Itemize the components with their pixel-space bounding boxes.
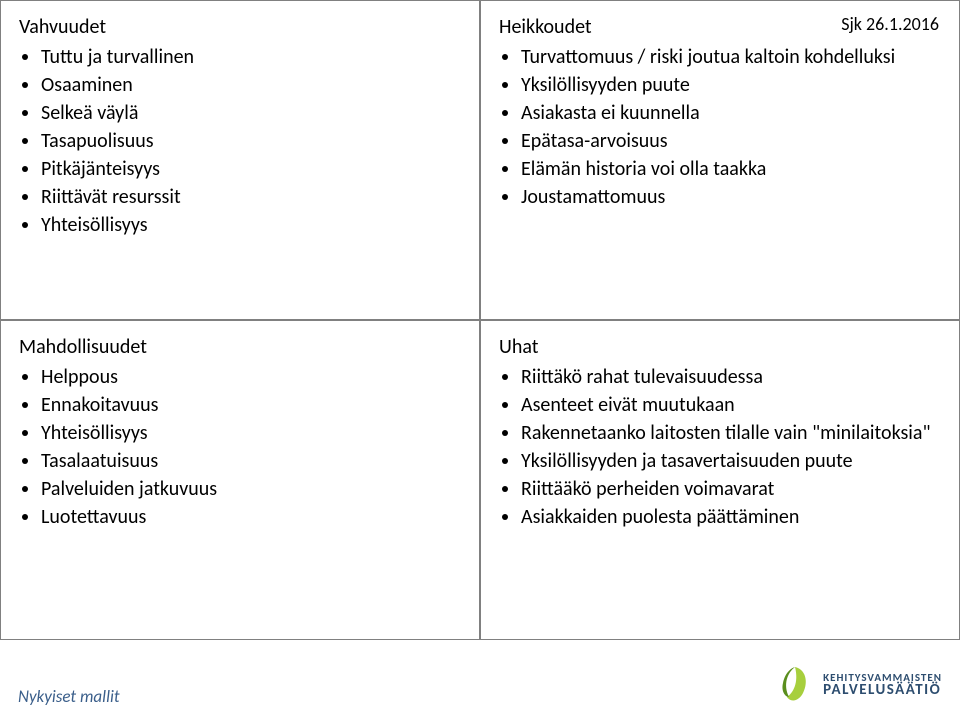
footer: Nykyiset mallit KEHITYSVAMMAISTEN PALVEL… — [18, 659, 942, 707]
list-item: Turvattomuus / riski joutua kaltoin kohd… — [521, 43, 941, 71]
list-item: Yhteisöllisyys — [41, 211, 461, 239]
list-weaknesses: Turvattomuus / riski joutua kaltoin kohd… — [499, 43, 941, 211]
heading-strengths: Vahvuudet — [19, 15, 461, 39]
cell-strengths: Vahvuudet Tuttu ja turvallinenOsaaminenS… — [0, 0, 480, 320]
heading-threats: Uhat — [499, 335, 941, 359]
logo-line2: PALVELUSÄÄTIÖ — [823, 683, 942, 698]
cell-threats: Uhat Riittäkö rahat tulevaisuudessaAsent… — [480, 320, 960, 640]
list-item: Elämän historia voi olla taakka — [521, 155, 941, 183]
list-item: Yksilöllisyyden ja tasavertaisuuden puut… — [521, 447, 941, 475]
list-item: Tasalaatuisuus — [41, 447, 461, 475]
list-item: Selkeä väylä — [41, 99, 461, 127]
list-item: Tuttu ja turvallinen — [41, 43, 461, 71]
list-item: Riittääkö perheiden voimavarat — [521, 475, 941, 503]
list-item: Asenteet eivät muutukaan — [521, 391, 941, 419]
list-opportunities: HelppousEnnakoitavuusYhteisöllisyysTasal… — [19, 363, 461, 531]
list-item: Riittävät resurssit — [41, 183, 461, 211]
list-item: Asiakasta ei kuunnella — [521, 99, 941, 127]
list-strengths: Tuttu ja turvallinenOsaaminenSelkeä väyl… — [19, 43, 461, 239]
list-item: Rakennetaanko laitosten tilalle vain "mi… — [521, 419, 941, 447]
logo-text: KEHITYSVAMMAISTEN PALVELUSÄÄTIÖ — [823, 672, 942, 698]
list-item: Riittäkö rahat tulevaisuudessa — [521, 363, 941, 391]
list-item: Tasapuolisuus — [41, 127, 461, 155]
cell-opportunities: Mahdollisuudet HelppousEnnakoitavuusYhte… — [0, 320, 480, 640]
list-item: Epätasa-arvoisuus — [521, 127, 941, 155]
list-item: Helppous — [41, 363, 461, 391]
list-threats: Riittäkö rahat tulevaisuudessaAsenteet e… — [499, 363, 941, 531]
swot-grid: Vahvuudet Tuttu ja turvallinenOsaaminenS… — [0, 0, 960, 640]
leaf-icon — [775, 663, 815, 707]
list-item: Osaaminen — [41, 71, 461, 99]
list-item: Yksilöllisyyden puute — [521, 71, 941, 99]
list-item: Asiakkaiden puolesta päättäminen — [521, 503, 941, 531]
logo: KEHITYSVAMMAISTEN PALVELUSÄÄTIÖ — [775, 663, 942, 707]
date-marker: Sjk 26.1.2016 — [841, 13, 939, 35]
list-item: Ennakoitavuus — [41, 391, 461, 419]
footer-caption: Nykyiset mallit — [18, 686, 120, 707]
list-item: Luotettavuus — [41, 503, 461, 531]
list-item: Yhteisöllisyys — [41, 419, 461, 447]
cell-weaknesses: Sjk 26.1.2016 Heikkoudet Turvattomuus / … — [480, 0, 960, 320]
list-item: Joustamattomuus — [521, 183, 941, 211]
list-item: Pitkäjänteisyys — [41, 155, 461, 183]
heading-opportunities: Mahdollisuudet — [19, 335, 461, 359]
list-item: Palveluiden jatkuvuus — [41, 475, 461, 503]
